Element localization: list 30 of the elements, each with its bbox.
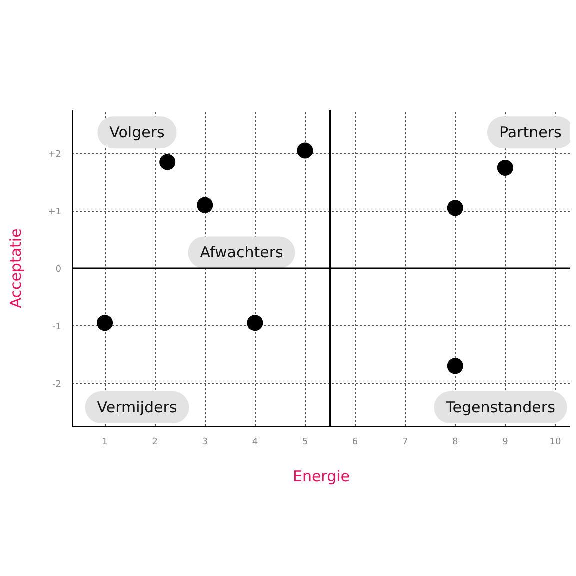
- x-tick-label: 7: [402, 438, 408, 448]
- x-tick-label: 8: [452, 438, 459, 448]
- y-tick-label: +2: [48, 150, 62, 160]
- annotation: Partners: [499, 124, 562, 142]
- annotation: Volgers: [110, 124, 166, 142]
- annotation: Afwachters: [200, 244, 284, 262]
- point: [447, 358, 464, 374]
- annotation: Tegenstanders: [445, 398, 556, 417]
- y-tick-label: -2: [52, 380, 62, 390]
- point: [297, 142, 314, 159]
- x-tick-label: 1: [102, 438, 108, 448]
- annotation: Vermijders: [97, 398, 178, 417]
- y-axis-title: Acceptatie: [7, 228, 26, 308]
- y-tick-label: 0: [56, 265, 62, 275]
- x-tick-label: 9: [502, 438, 509, 448]
- x-tick-label: 2: [152, 438, 158, 448]
- x-tick-label: 6: [352, 438, 358, 448]
- x-tick-label: 5: [302, 438, 308, 448]
- point: [197, 197, 214, 214]
- point: [247, 315, 264, 332]
- x-tick-label: 10: [550, 438, 562, 448]
- point: [447, 200, 464, 216]
- point: [497, 160, 514, 176]
- x-axis-title: Energie: [292, 468, 350, 486]
- x-tick-label: 3: [202, 438, 208, 448]
- point: [97, 315, 114, 332]
- x-tick-label: 4: [252, 438, 258, 448]
- point: [160, 154, 176, 170]
- y-tick-label: -1: [52, 322, 62, 332]
- y-tick-label: +1: [48, 208, 62, 218]
